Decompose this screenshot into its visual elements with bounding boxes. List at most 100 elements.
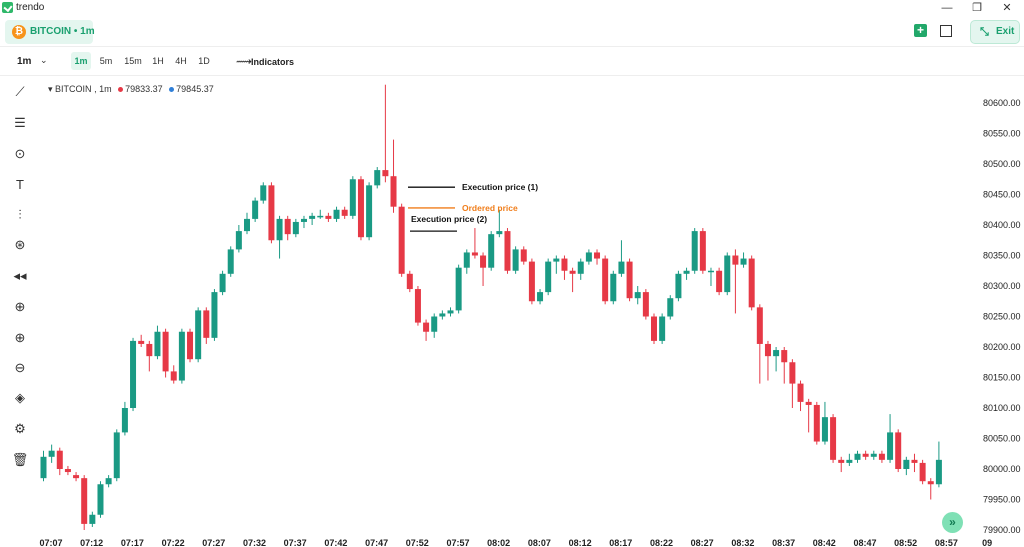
candle-body <box>561 258 568 271</box>
candle-body <box>707 270 714 273</box>
crosshair-tool-icon[interactable]: ⊛ <box>14 237 26 252</box>
candle-body <box>675 273 682 299</box>
candle-body <box>854 453 861 460</box>
candle-body <box>927 481 934 485</box>
candle-body <box>219 273 226 293</box>
timeframe-5m[interactable]: 5m <box>99 56 113 66</box>
candle-body <box>626 261 633 299</box>
candle-body <box>919 462 926 482</box>
candle-body <box>40 456 47 479</box>
legend-price-red: 79833.37 <box>125 84 163 94</box>
settings-tool-icon[interactable]: ⚙ <box>14 421 26 436</box>
legend-collapse-icon[interactable]: ▾ <box>48 84 53 94</box>
horizontal-lines-tool-icon[interactable]: ☰ <box>14 115 26 130</box>
x-tick-label: 07:57 <box>446 538 469 547</box>
candle-body <box>113 432 120 479</box>
zoom-out-tool-icon[interactable]: ⊖ <box>14 360 26 375</box>
candle-body <box>903 459 910 469</box>
candle-body <box>105 478 112 485</box>
candle-body <box>585 252 592 262</box>
candle-body <box>276 218 283 241</box>
candle-body <box>732 255 739 265</box>
y-tick-label: 80250.00 <box>983 312 1021 322</box>
candle-body <box>89 514 96 524</box>
y-tick-label: 80050.00 <box>983 434 1021 444</box>
candle-body <box>569 270 576 274</box>
bitcoin-icon: ₿ <box>12 25 26 39</box>
candle-body <box>748 258 755 308</box>
add-circle-tool-icon[interactable]: ⊕ <box>14 299 26 314</box>
rewind-tool-icon[interactable]: ◂◂ <box>13 268 27 283</box>
minimize-button[interactable]: — <box>941 2 953 14</box>
candle-body <box>268 185 275 241</box>
x-tick-label: 08:57 <box>935 538 958 547</box>
x-tick-label: 07:27 <box>202 538 225 547</box>
annotation-label: Execution price (2) <box>411 214 487 224</box>
candle-body <box>805 401 812 405</box>
candle-body <box>488 234 495 268</box>
candle-body <box>878 453 885 460</box>
candle-body <box>683 270 690 274</box>
title-bar: trendo — ❐ ✕ <box>0 0 1024 16</box>
candle-body <box>797 383 804 402</box>
trash-tool-icon[interactable]: 🗑 <box>11 452 29 467</box>
candle-body <box>97 484 104 515</box>
x-tick-label: 08:47 <box>853 538 876 547</box>
candle-body <box>423 322 430 332</box>
timeframe-4h[interactable]: 4H <box>175 56 187 66</box>
y-tick-label: 80550.00 <box>983 129 1021 139</box>
candle-body <box>284 218 291 235</box>
y-tick-label: 80600.00 <box>983 98 1021 108</box>
text-tool-icon[interactable]: T <box>16 177 24 192</box>
check-logo-icon <box>2 2 13 13</box>
layout-toggle-button[interactable] <box>940 25 952 37</box>
annotation-label: Execution price (1) <box>462 182 538 192</box>
timeframe-1d[interactable]: 1D <box>198 56 210 66</box>
timeframe-1h[interactable]: 1H <box>152 56 164 66</box>
layers-tool-icon[interactable]: ◈ <box>15 390 25 405</box>
chevron-down-icon[interactable]: ⌄ <box>40 55 48 65</box>
restore-button[interactable]: ❐ <box>972 2 982 14</box>
candle-body <box>740 258 747 265</box>
candle-body <box>341 209 348 216</box>
candle-body <box>724 255 731 293</box>
candle-body <box>463 252 470 268</box>
candle-body <box>398 206 405 274</box>
timeframe-1m[interactable]: 1m <box>71 52 91 70</box>
interval-select[interactable]: 1m <box>17 56 32 67</box>
candle-body <box>911 459 918 463</box>
y-tick-label: 80200.00 <box>983 342 1021 352</box>
x-tick-label: 09 <box>982 538 992 547</box>
chart-legend: ▾ BITCOIN , 1m 79833.37 79845.37 <box>48 84 214 94</box>
add-button[interactable]: + <box>914 24 927 37</box>
indicators-icon[interactable]: ⟿ <box>236 56 252 68</box>
exit-button[interactable]: ⤡ Exit <box>970 20 1020 44</box>
candle-body <box>545 261 552 293</box>
candle-body <box>447 310 454 314</box>
y-tick-label: 79950.00 <box>983 495 1021 505</box>
candles-tool-icon[interactable]: ⫶ <box>18 207 22 222</box>
candle-body <box>203 310 210 338</box>
symbol-chip[interactable]: ₿ BITCOIN • 1m <box>5 20 95 44</box>
timeframe-15m[interactable]: 15m <box>124 56 142 66</box>
x-tick-label: 08:32 <box>731 538 754 547</box>
y-tick-label: 80150.00 <box>983 373 1021 383</box>
x-tick-label: 07:42 <box>324 538 347 547</box>
close-button[interactable]: ✕ <box>1002 2 1012 14</box>
scroll-to-realtime-button[interactable]: » <box>942 512 963 533</box>
legend-interval: 1m <box>99 84 112 94</box>
candle-body <box>431 316 438 332</box>
candle-body <box>528 261 535 302</box>
candle-body <box>187 331 194 360</box>
candle-body <box>81 478 88 524</box>
circle-target-tool-icon[interactable]: ⊙ <box>14 146 26 161</box>
zoom-in-tool-icon[interactable]: ⊕ <box>14 330 26 345</box>
candle-body <box>366 185 373 238</box>
trend-line-tool-icon[interactable]: ⟋ <box>15 84 25 99</box>
candle-body <box>138 340 145 344</box>
x-tick-label: 07:32 <box>243 538 266 547</box>
indicators-button[interactable]: Indicators <box>251 57 295 67</box>
candle-body <box>439 313 446 317</box>
x-tick-label: 07:52 <box>406 538 429 547</box>
